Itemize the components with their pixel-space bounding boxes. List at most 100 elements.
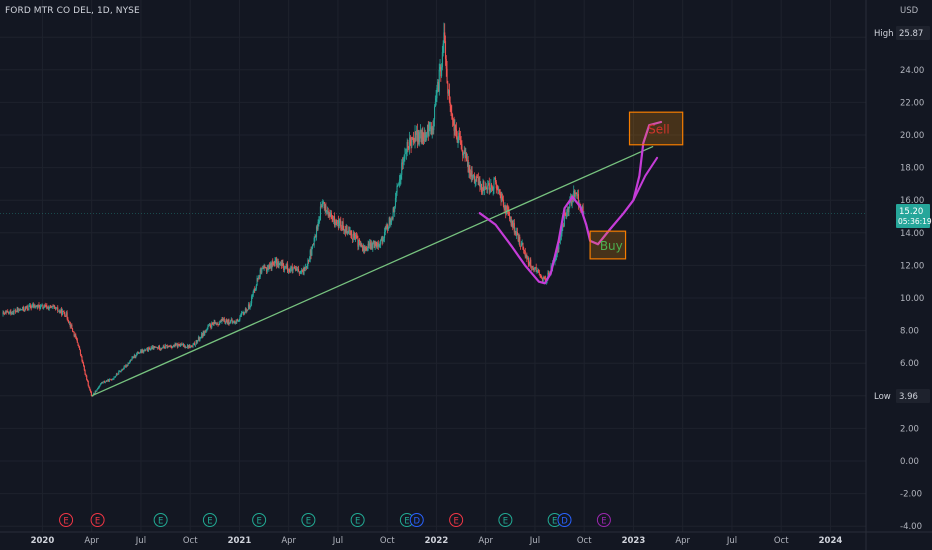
candle-body: [457, 137, 459, 143]
candle-body: [37, 304, 39, 308]
candle-body: [206, 328, 208, 330]
candle-body: [346, 225, 348, 234]
candle-body: [516, 231, 518, 236]
candle-body: [557, 247, 559, 250]
candle-body: [427, 124, 429, 137]
candle-body: [281, 262, 283, 266]
candle-body: [62, 310, 64, 312]
projection-brush-branch[interactable]: [632, 156, 659, 202]
candle-body: [247, 309, 249, 311]
last-price-badge[interactable]: [896, 204, 930, 228]
candle-body: [182, 344, 184, 345]
event-marker[interactable]: [350, 513, 365, 527]
candle-body: [105, 381, 107, 382]
candle-body: [14, 310, 17, 312]
candle-body: [305, 267, 307, 268]
candle-body: [410, 138, 412, 147]
candle-body: [224, 322, 226, 324]
candle-body: [176, 344, 178, 346]
candle-body: [43, 307, 45, 309]
candle-body: [387, 224, 389, 229]
event-marker-label: E: [503, 517, 508, 527]
candle-body: [220, 320, 222, 322]
candle-body: [172, 346, 174, 348]
candle-body: [93, 393, 95, 396]
candle-body: [164, 347, 166, 349]
price-axis[interactable]: USD26.0024.0022.0020.0018.0016.0014.0012…: [872, 6, 932, 532]
candle-body: [14, 310, 16, 312]
candle-body: [324, 205, 326, 209]
candle-body: [372, 242, 374, 249]
event-marker[interactable]: [153, 513, 168, 527]
candle-body: [529, 259, 531, 266]
candle-body: [134, 354, 136, 357]
event-marker[interactable]: [557, 513, 572, 527]
box-label-sell: Sell: [648, 122, 670, 136]
event-marker-label: E: [158, 517, 163, 527]
candle-body: [249, 306, 251, 309]
event-marker[interactable]: [90, 513, 105, 527]
candle-body: [476, 176, 478, 178]
candle-body: [444, 32, 446, 42]
candle-body: [178, 344, 180, 346]
candle-body: [284, 266, 286, 268]
event-marker[interactable]: [252, 513, 267, 527]
candle-body: [277, 261, 279, 268]
candle-body: [229, 323, 231, 324]
candle-body: [469, 164, 471, 174]
box-buy[interactable]: [589, 230, 627, 260]
candle-body: [43, 305, 46, 308]
event-marker[interactable]: [596, 513, 611, 527]
event-marker[interactable]: [409, 513, 424, 527]
low-badge: [896, 389, 930, 403]
candle-body: [506, 205, 508, 210]
box-sell[interactable]: [628, 111, 684, 146]
event-marker[interactable]: [498, 513, 513, 527]
candle-body: [444, 41, 447, 59]
candle-body: [303, 267, 305, 275]
candle-body: [200, 337, 202, 339]
candle-body: [191, 346, 193, 347]
candle-body: [348, 230, 350, 232]
candle-body: [17, 308, 19, 311]
projection-brush-path[interactable]: [478, 120, 663, 285]
event-marker[interactable]: [202, 513, 217, 527]
candle-body: [201, 333, 203, 338]
trendline[interactable]: [91, 145, 654, 397]
candle-body: [29, 305, 31, 306]
candle-body: [144, 350, 146, 351]
candle-body: [201, 333, 203, 337]
candle-body: [489, 187, 491, 190]
candle-body: [341, 221, 343, 230]
time-axis-tick: Oct: [774, 536, 789, 546]
candle-body: [72, 328, 74, 332]
time-axis[interactable]: 2020 Apr Jul Oct 2021 Apr Jul Oct 2022 Apr Jul Oct 2…: [31, 536, 843, 546]
candle-body: [167, 345, 169, 348]
candle-body: [262, 267, 264, 269]
event-marker[interactable]: [301, 513, 316, 527]
price-axis-tick: -4.00: [900, 522, 922, 532]
candle-body: [520, 243, 522, 247]
candle-body: [141, 349, 143, 353]
candle-body: [487, 185, 489, 190]
candle-body: [209, 324, 211, 326]
candle-body: [453, 121, 455, 131]
candle-body: [268, 265, 270, 270]
candle-body: [381, 237, 383, 242]
user-drawings[interactable]: Buy Sell: [91, 111, 684, 397]
symbol-legend[interactable]: FORD MTR CO DEL, 1D, NYSE: [5, 6, 140, 16]
candle-body: [217, 323, 219, 325]
price-axis-tick: 2.00: [900, 424, 919, 434]
candle-body: [310, 250, 312, 256]
candle-body: [207, 326, 209, 329]
candle-body: [308, 259, 310, 262]
candle-body: [50, 305, 52, 307]
time-axis-tick: Jul: [529, 536, 540, 546]
event-marker[interactable]: [449, 513, 464, 527]
event-marker[interactable]: [59, 513, 74, 527]
candle-body: [509, 215, 511, 219]
candle-body: [405, 151, 407, 154]
time-axis-tick: Apr: [84, 536, 99, 546]
